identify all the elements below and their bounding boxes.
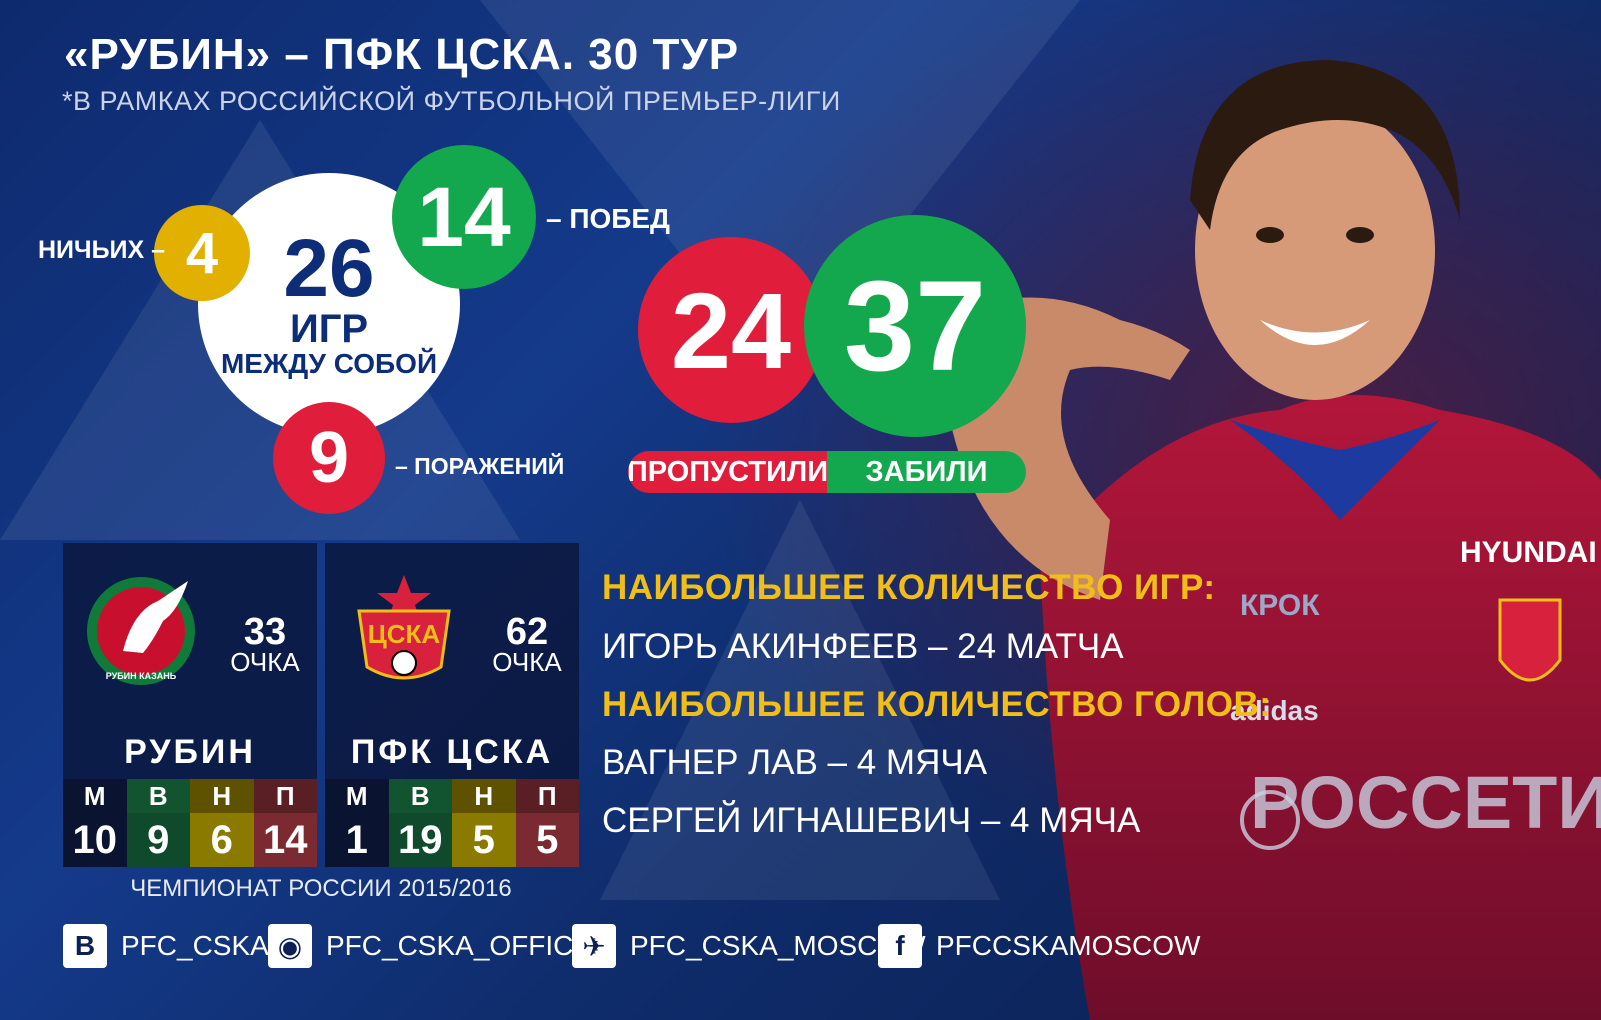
page-subtitle: *В РАМКАХ РОССИЙСКОЙ ФУТБОЛЬНОЙ ПРЕМЬЕР-…	[62, 86, 841, 116]
draws-label: НИЧЬИХ –	[38, 236, 166, 264]
conceded-circle: 24	[638, 237, 824, 423]
rubin-logo: РУБИН КАЗАНЬ	[87, 577, 195, 685]
wins-circle: 14	[392, 145, 536, 289]
stat-value-wins: 9	[126, 813, 190, 867]
social-handle: PFC_CSKA_MOSCOW	[630, 930, 926, 961]
vk-icon: B	[63, 924, 107, 968]
losses-circle: 9	[273, 402, 385, 514]
stat-header-wins: В	[126, 779, 190, 813]
stat-value-draws: 6	[190, 813, 254, 867]
losses-count: 9	[308, 418, 350, 498]
team-points: 33	[243, 611, 287, 653]
conceded-count: 24	[670, 269, 792, 391]
social-handle: PFC_CSKA_OFFICIAL	[326, 930, 616, 961]
wins-count: 14	[417, 169, 511, 264]
most-goals-player-1: ВАГНЕР ЛАВ – 4 МЯЧА	[602, 743, 988, 782]
most-games-heading: НАИБОЛЬШЕЕ КОЛИЧЕСТВО ИГР:	[602, 568, 1216, 607]
most-games-player: ИГОРЬ АКИНФЕЕВ – 24 МАТЧА	[602, 627, 1124, 666]
team-card-rubin: РУБИН КАЗАНЬ 33 ОЧКА РУБИН М В Н П 10 9 …	[63, 543, 317, 867]
social-twitter[interactable]: ✈ PFC_CSKA_MOSCOW	[572, 922, 926, 970]
cska-logo: ЦСКА	[357, 575, 451, 680]
games-circle: 26 ИГР МЕЖДУ СОБОЙ	[198, 173, 460, 435]
social-handle: PFC_CSKA	[121, 930, 269, 961]
bg-triangle	[600, 500, 1000, 900]
jersey-sponsor-rosseti: РОССЕТИ	[1250, 761, 1601, 844]
team-card-cska: ЦСКА 62 ОЧКА ПФК ЦСКА М В Н П 1 19 5 5	[325, 543, 579, 867]
draws-count: 4	[185, 220, 219, 286]
stat-value-losses: 5	[515, 813, 579, 867]
team-name: ПФК ЦСКА	[350, 733, 554, 771]
cska-logo-text: ЦСКА	[368, 619, 441, 649]
stat-header-draws: Н	[190, 779, 254, 813]
games-label: ИГР	[289, 307, 369, 351]
social-handle: PFCCSKAMOSCOW	[936, 930, 1201, 961]
stat-value-matches: 1	[325, 813, 389, 867]
draws-circle: 4	[154, 205, 250, 301]
team-points-label: ОЧКА	[492, 647, 562, 677]
social-vk[interactable]: B PFC_CSKA	[63, 922, 269, 970]
stat-value-matches: 10	[63, 813, 127, 867]
rubin-logo-text: РУБИН КАЗАНЬ	[106, 671, 177, 681]
jersey-sponsor-adidas: adidas	[1230, 695, 1319, 726]
stat-value-draws: 5	[452, 813, 516, 867]
twitter-icon: ✈	[572, 924, 616, 968]
wins-label: – ПОБЕД	[546, 203, 671, 234]
stat-header-matches: М	[325, 779, 389, 813]
scored-circle: 37	[804, 215, 1026, 437]
most-goals-player-2: СЕРГЕЙ ИГНАШЕВИЧ – 4 МЯЧА	[602, 801, 1141, 840]
scored-count: 37	[843, 254, 987, 398]
jersey-sponsor-hyundai: HYUNDAI	[1460, 536, 1597, 569]
games-count: 26	[283, 223, 375, 314]
stat-value-wins: 19	[388, 813, 452, 867]
team-stats-grid: М В Н П 10 9 6 14	[63, 779, 317, 867]
games-sublabel: МЕЖДУ СОБОЙ	[220, 348, 438, 379]
losses-label: – ПОРАЖЕНИЙ	[395, 453, 565, 479]
goals-label-bar: ПРОПУСТИЛИ ЗАБИЛИ	[628, 451, 1026, 493]
team-stats-grid: М В Н П 1 19 5 5	[325, 779, 579, 867]
season-label: ЧЕМПИОНАТ РОССИИ 2015/2016	[130, 875, 512, 902]
stat-header-wins: В	[388, 779, 452, 813]
team-points-label: ОЧКА	[230, 647, 300, 677]
stat-header-losses: П	[253, 779, 317, 813]
jersey-sponsor-krok: КРОК	[1240, 589, 1320, 622]
most-goals-heading: НАИБОЛЬШЕЕ КОЛИЧЕСТВО ГОЛОВ:	[602, 685, 1272, 724]
scored-label: ЗАБИЛИ	[827, 451, 1026, 493]
stat-header-matches: М	[63, 779, 127, 813]
conceded-label: ПРОПУСТИЛИ	[628, 451, 828, 493]
team-points: 62	[505, 611, 549, 653]
page-title: «РУБИН» – ПФК ЦСКА. 30 ТУР	[64, 30, 740, 79]
social-facebook[interactable]: f PFCCSKAMOSCOW	[878, 922, 1200, 970]
team-name: РУБИН	[124, 733, 256, 771]
stat-header-losses: П	[515, 779, 579, 813]
instagram-icon: ◉	[268, 924, 312, 968]
facebook-icon: f	[878, 924, 922, 968]
stat-value-losses: 14	[253, 813, 317, 867]
stat-header-draws: Н	[452, 779, 516, 813]
social-instagram[interactable]: ◉ PFC_CSKA_OFFICIAL	[268, 922, 615, 970]
player-photo: РОССЕТИ HYUNDAI КРОК adidas	[948, 60, 1601, 1020]
